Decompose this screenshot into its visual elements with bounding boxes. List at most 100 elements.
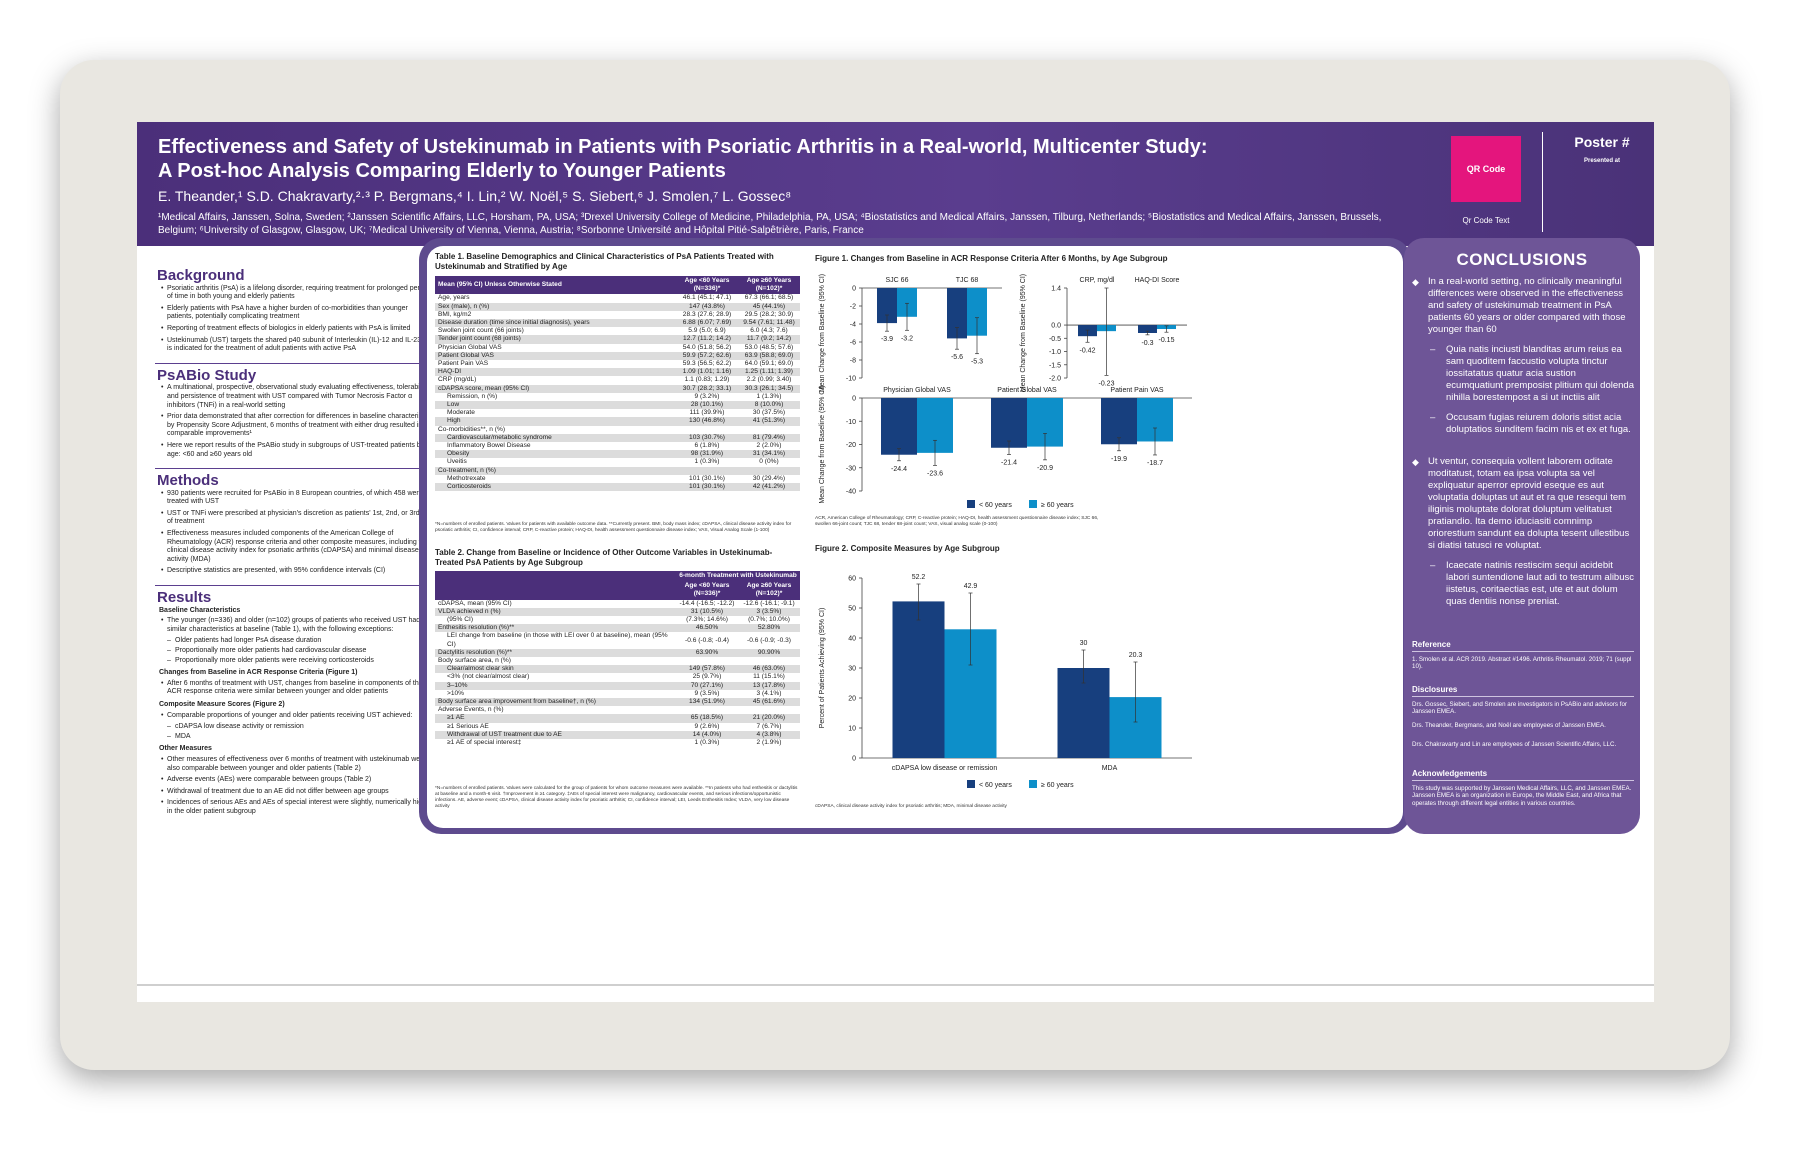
results-subheading: Composite Measure Scores (Figure 2) [159,700,285,708]
table-cell: 101 (30.1%) [676,483,738,492]
table-cell: -0.6 (-0.9; -0.3) [747,636,791,644]
table-cell: 1.1 (0.83; 1.29) [684,376,730,384]
bar [881,398,917,455]
results-subheading: Changes from Baseline in ACR Response Cr… [159,669,358,677]
methods-list: 930 patients were recruited for PsABio i… [161,490,435,576]
list-item: Proportionally more older patients had c… [161,647,435,656]
data-label: -18.7 [1147,460,1163,467]
category-label: cDAPSA low disease or remission [892,765,998,772]
y-tick-label: -1.5 [1049,362,1061,369]
table-row: HAQ-DI 1.09 (1.01; 1.16) 1.25 (1.11; 1.39) [435,368,800,377]
table-cell [738,466,800,475]
table-row: Methotrexate 101 (30.1%) 30 (29.4%) [435,475,800,483]
table-cell: 1 (1.3%) [756,392,782,400]
results-subheading: Other Measures [159,745,212,753]
y-tick-label: -1.0 [1049,349,1061,356]
poster-number: Poster # [1574,134,1630,150]
table-cell: Patient Pain VAS [438,360,489,368]
data-label: -23.6 [927,470,943,477]
table-cell: 59.3 (56.5; 62.2) [682,360,732,368]
table-cell: 1 (0.3%) [694,739,720,747]
table-cell: -0.6 (-0.8; -0.4) [685,636,729,644]
table-cell: >10% [447,689,465,697]
results-panel: Table 1. Baseline Demographics and Clini… [419,238,1411,834]
data-label: -3.2 [901,335,913,342]
header-divider [1542,132,1543,232]
table-cell: 31 (10.5%) [676,607,738,617]
data-label: 30 [1080,640,1088,647]
table-row: BMI, kg/m2 28.3 (27.6; 28.9) 29.5 (28.2; 3… [435,311,800,319]
list-item: UST or TNFi were prescribed at physician… [161,510,435,527]
table-cell: ≥1 AE [435,714,676,723]
table-row: cDAPSA, mean (95% CI) -14.4 (-16.5; -12.2… [435,600,800,608]
list-item: Other measures of effectiveness over 6 m… [161,756,435,773]
y-tick-label: -2.0 [1049,376,1061,383]
conclusions-list: In a real-world setting, no clinically m… [1412,276,1634,616]
list-item: Psoriatic arthritis (PsA) is a lifelong … [161,285,435,302]
list-item: Adverse events (AEs) were comparable bet… [161,776,435,785]
table-cell: 41 (51.3%) [738,417,800,426]
table-row: cDAPSA score, mean (95% CI) 30.7 (28.2; 3… [435,384,800,393]
table-row: LEI change from baseline (in those with … [435,632,800,648]
authors: E. Theander,¹ S.D. Chakravarty,²·³ P. Be… [158,188,792,204]
table-cell: 12.7 (11.2; 14.2) [676,335,738,344]
table-cell: 2.2 (0.99; 3.40) [746,376,792,384]
table-cell: 130 (46.8%) [676,417,738,426]
table-cell: 4 (3.8%) [738,730,800,740]
table-cell: 30.7 (28.2; 33.1) [676,384,738,393]
title-line-1: Effectiveness and Safety of Ustekinumab … [158,136,1208,158]
disclosures-text-1: Drs. Gossec, Siebert, and Smolen are inv… [1412,701,1627,716]
table-cell: 6-month Treatment with Ustekinumab [676,571,800,582]
data-label: 20.3 [1129,652,1143,659]
table-cell: 6 (1.8%) [694,442,720,450]
poster-header: Effectiveness and Safety of Ustekinumab … [137,122,1654,246]
table-cell: 46 (63.0%) [738,665,800,674]
left-column: Background Psoriatic arthritis (PsA) is … [155,268,435,942]
acknowledgements-title: Acknowledgements [1412,769,1634,781]
table-row: Dactylitis resolution (%)** 63.90% 90.90% [435,648,800,658]
conclusion-bullet: In a real-world setting, no clinically m… [1412,276,1634,336]
qr-code[interactable]: QR Code [1451,136,1521,202]
table-row: Co-treatment, n (%) [435,466,800,475]
acknowledgements-text: This study was supported by Janssen Medi… [1412,785,1632,807]
table-cell: Age <60 Years (N=336)* [676,581,738,600]
list-item: The younger (n=336) and older (n=102) gr… [161,617,435,634]
table-cell [738,426,800,434]
data-label: -21.4 [1001,459,1017,466]
bar [1101,398,1137,445]
list-item: 930 patients were recruited for PsABio i… [161,490,435,507]
bar [967,288,987,336]
legend-label: ≥ 60 years [1041,502,1074,509]
table-cell [738,657,800,665]
table-cell: Body surface area, n (%) [438,657,511,665]
table-cell: 28.3 (27.6; 28.9) [682,310,732,318]
section-title: Methods [157,472,219,490]
table-header-row: 6-month Treatment with Ustekinumab [435,571,800,582]
table-cell: <3% (not clear/almost clear) [447,673,530,681]
table-cell: 1.09 (1.01; 1.16) [676,368,738,377]
conclusion-sub-bullet: Icaecate natinis restiscim sequi acidebi… [1412,560,1634,608]
table-cell: 5.9 (5.0; 6.9) [688,327,726,335]
table1: Mean (95% CI) Unless Otherwise Stated Age… [435,276,800,492]
table-cell: 81 (79.4%) [738,433,800,443]
table-cell: 149 (57.8%) [676,665,738,674]
y-tick-label: -8 [850,358,856,365]
category-label: Patient Global VAS [997,387,1057,394]
y-axis-label: Mean Change from Baseline (95% CI) [819,385,826,503]
table-cell: 103 (30.7%) [676,433,738,443]
results-list: Comparable proportions of younger and ol… [161,712,435,742]
list-item: MDA [161,733,435,742]
y-tick-label: 0 [852,286,856,293]
bar [1138,325,1157,333]
bar [892,601,945,758]
disclosures-text-2: Drs. Theander, Bergmans, and Noël are em… [1412,722,1606,729]
list-item: Comparable proportions of younger and ol… [161,712,435,721]
table-cell: (95% CI) [447,616,474,624]
legend-swatch [967,780,975,788]
list-item: cDAPSA low disease activity or remission [161,723,435,732]
table-cell: -14.4 (-16.5; -12.2) [679,599,735,607]
table-header-row: Mean (95% CI) Unless Otherwise Stated Age… [435,276,800,295]
table-row: Physician Global VAS 54.0 (51.8; 56.2) 53.… [435,344,800,352]
legend-label: < 60 years [979,502,1012,509]
table-cell: Age, years [438,294,470,302]
